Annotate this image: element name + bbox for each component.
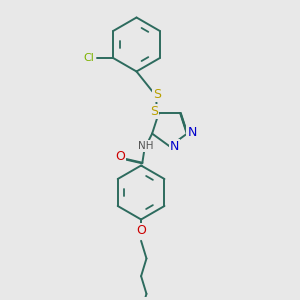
Text: NH: NH [138, 141, 154, 151]
Text: S: S [153, 88, 161, 101]
Text: O: O [136, 224, 146, 237]
Text: O: O [115, 150, 125, 164]
Text: N: N [170, 140, 179, 153]
Text: S: S [150, 105, 158, 118]
Text: Cl: Cl [83, 53, 94, 63]
Text: N: N [188, 126, 197, 139]
